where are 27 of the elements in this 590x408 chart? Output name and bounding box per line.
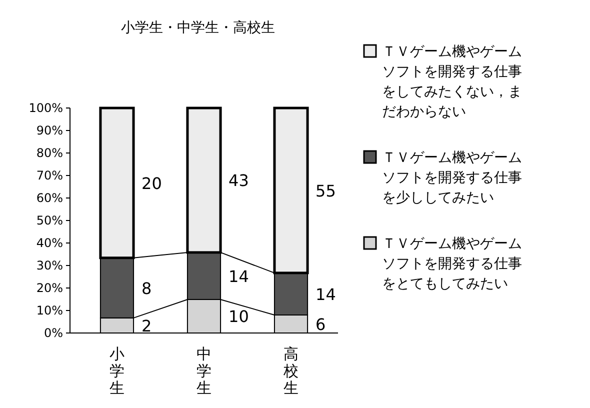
legend-label: ＴＶゲーム機やゲームソフトを開発する仕事を少ししてみたい <box>382 150 522 206</box>
annotation: 6 <box>316 315 326 334</box>
y-tick-label: 30% <box>36 258 63 272</box>
y-tick-label: 20% <box>36 281 63 295</box>
legend-label: ＴＶゲーム機やゲームソフトを開発する仕事をとてもしてみたい <box>382 236 522 292</box>
x-tick-label: 中学生 <box>196 345 212 397</box>
x-tick-label: 高校生 <box>282 345 299 397</box>
y-tick-label: 90% <box>36 124 63 138</box>
annotation: 43 <box>228 171 249 190</box>
y-tick-label: 60% <box>36 191 63 205</box>
annotation: 14 <box>228 266 249 286</box>
y-tick-label: 50% <box>36 214 63 228</box>
y-tick-label: 40% <box>36 236 63 250</box>
y-tick-label: 0% <box>44 326 63 340</box>
y-tick-label: 10% <box>36 304 63 318</box>
chart-title: 小学生・中学生・高校生 <box>121 20 275 36</box>
annotation: 14 <box>316 284 336 304</box>
y-tick-label: 100% <box>28 101 63 115</box>
legend-label: ＴＶゲーム機やゲームソフトを開発する仕事をしてみたくない，まだわからない <box>382 44 522 120</box>
annotation: 2 <box>142 316 152 336</box>
y-tick-label: 70% <box>36 168 63 182</box>
y-tick-label: 80% <box>36 146 63 160</box>
annotation: 8 <box>142 278 152 298</box>
annotation: 20 <box>142 174 162 193</box>
x-tick-label: 小学生 <box>109 345 124 397</box>
annotation: 10 <box>228 307 249 326</box>
annotation: 55 <box>316 181 336 200</box>
